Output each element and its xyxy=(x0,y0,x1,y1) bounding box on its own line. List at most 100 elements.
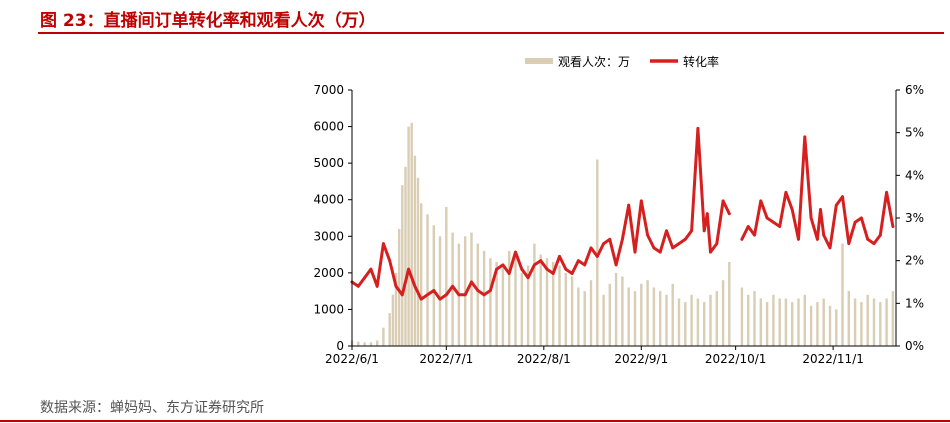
bar xyxy=(570,276,574,346)
bar xyxy=(489,258,492,346)
bar xyxy=(753,291,756,346)
line-point xyxy=(602,242,605,246)
line-point xyxy=(658,250,662,254)
bar xyxy=(822,298,825,346)
bar xyxy=(627,287,630,346)
line-point xyxy=(715,242,719,246)
bar xyxy=(420,203,423,346)
bar xyxy=(602,294,605,346)
bar xyxy=(633,291,637,346)
line-point xyxy=(778,225,782,228)
line-point xyxy=(816,237,819,241)
left-tick-label: 4000 xyxy=(313,193,344,207)
line-point xyxy=(482,293,486,297)
line-point xyxy=(407,267,410,271)
right-tick-label: 1% xyxy=(905,296,924,310)
bar xyxy=(577,287,580,346)
line-point xyxy=(501,263,505,267)
bar xyxy=(784,298,788,346)
line-point xyxy=(891,225,895,228)
bar xyxy=(659,291,662,346)
legend-label-line: 转化率 xyxy=(683,54,719,69)
bar xyxy=(809,305,813,346)
bar xyxy=(369,342,373,346)
line-point xyxy=(759,199,763,203)
line-point xyxy=(784,191,788,194)
line-point xyxy=(570,272,574,275)
bar xyxy=(684,302,687,346)
line-point xyxy=(413,284,417,288)
bar xyxy=(363,342,366,346)
bottom-rule xyxy=(0,420,950,422)
bar xyxy=(885,298,888,346)
bar xyxy=(410,122,413,347)
line-point xyxy=(677,242,681,246)
bar xyxy=(432,225,435,346)
bar xyxy=(445,207,448,346)
bar xyxy=(835,309,838,346)
bar xyxy=(765,302,769,346)
line-point xyxy=(545,267,549,271)
line-point xyxy=(382,242,385,246)
line-point xyxy=(369,267,373,271)
left-tick-label: 6000 xyxy=(313,120,344,134)
line-point xyxy=(639,199,643,203)
bar xyxy=(665,294,668,346)
line-point xyxy=(633,250,637,254)
line-point xyxy=(772,220,775,224)
right-tick-label: 5% xyxy=(905,126,924,140)
combo-chart: 0 1000 2000 3000 4000 5000 6000 7000 0% 1% 2% 3% 4% 5… xyxy=(313,54,924,366)
left-tick-label: 1000 xyxy=(313,302,344,316)
line-point xyxy=(847,242,851,246)
bar xyxy=(476,243,479,346)
bar xyxy=(728,261,731,346)
right-tick-label: 4% xyxy=(905,168,924,182)
line-point xyxy=(683,237,687,241)
line-point xyxy=(432,289,436,292)
bar xyxy=(703,302,706,346)
bar xyxy=(508,250,511,346)
line-point xyxy=(721,199,725,203)
line-point xyxy=(690,229,693,233)
line-point xyxy=(885,191,888,194)
title-underline xyxy=(38,32,944,34)
line-point xyxy=(740,237,744,241)
line-point xyxy=(533,263,536,267)
line-point xyxy=(589,246,593,250)
bar-series xyxy=(350,122,895,347)
bar xyxy=(828,305,832,346)
line-point xyxy=(853,220,857,224)
line-point xyxy=(822,233,826,237)
line-point xyxy=(363,276,366,280)
x-tick-label: 2022/9/1 xyxy=(614,352,668,366)
bar xyxy=(652,287,656,346)
x-tick-label: 2022/8/1 xyxy=(517,352,571,366)
bar xyxy=(778,298,781,346)
line-point xyxy=(834,203,838,207)
bar xyxy=(772,294,775,346)
line-point xyxy=(419,297,423,301)
bar xyxy=(709,294,712,346)
line-point xyxy=(709,250,712,254)
bar xyxy=(526,265,530,346)
line-point xyxy=(652,246,656,250)
bar xyxy=(558,265,561,346)
right-tick-label: 2% xyxy=(905,254,924,268)
bar xyxy=(640,283,643,346)
line-point xyxy=(558,255,561,258)
line-point xyxy=(426,293,429,297)
line-point xyxy=(444,293,448,297)
bar xyxy=(803,294,806,346)
bar xyxy=(398,229,401,346)
line-point xyxy=(356,284,360,288)
bar xyxy=(564,272,567,346)
line-point xyxy=(451,284,454,288)
line-segment xyxy=(350,126,731,301)
chart-title: 图 23：直播间订单转化率和观看人次（万） xyxy=(40,11,376,31)
bar xyxy=(376,340,379,346)
bar xyxy=(438,236,442,346)
bar xyxy=(589,280,593,346)
bar xyxy=(545,258,549,346)
line-point xyxy=(463,293,467,297)
line-point xyxy=(577,259,580,263)
